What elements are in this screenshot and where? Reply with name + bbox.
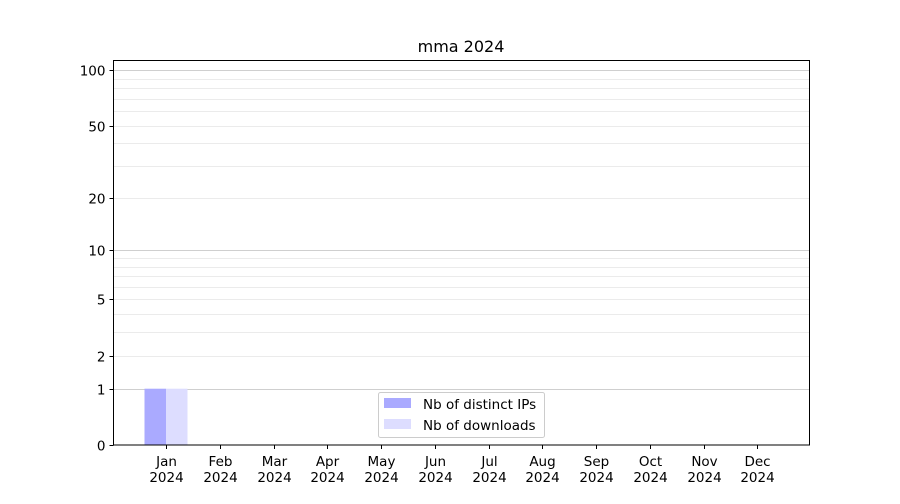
legend-label-distinct-ips: Nb of distinct IPs [423, 397, 536, 413]
grid [113, 70, 810, 390]
x-tick-label-month: Oct [639, 454, 662, 470]
y-tick-label: 20 [88, 192, 105, 208]
bar [166, 388, 188, 445]
x-tick-label-month: May [368, 454, 396, 470]
bar [144, 388, 166, 445]
y-tick-label: 0 [97, 439, 106, 455]
x-tick-label-year: 2024 [525, 470, 559, 486]
x-tick-label-year: 2024 [203, 470, 237, 486]
x-tick-label-month: Feb [209, 454, 233, 470]
legend-box [378, 392, 545, 438]
y-tick-label: 5 [97, 293, 106, 309]
x-tick-label-month: Jun [424, 454, 446, 470]
x-axis: Jan2024Feb2024Mar2024Apr2024May2024Jun20… [149, 445, 775, 486]
x-tick-label-year: 2024 [687, 470, 721, 486]
bars [144, 388, 188, 445]
x-tick-label-month: Apr [316, 454, 340, 470]
x-tick-label-month: Mar [262, 454, 288, 470]
x-tick-label-year: 2024 [257, 470, 291, 486]
x-tick-label-year: 2024 [740, 470, 774, 486]
y-tick-label: 2 [97, 350, 106, 366]
x-tick-label-year: 2024 [579, 470, 613, 486]
y-tick-label: 10 [88, 244, 105, 260]
x-tick-label-year: 2024 [418, 470, 452, 486]
x-tick-label-year: 2024 [364, 470, 398, 486]
legend-swatch-distinct-ips [384, 398, 411, 408]
legend-swatch-downloads [384, 419, 411, 429]
y-tick-label: 50 [88, 120, 105, 136]
legend-label-downloads: Nb of downloads [423, 418, 536, 434]
y-axis: 0 1 2 5 10 20 50 100 [80, 64, 114, 455]
chart-title: mma 2024 [418, 37, 505, 56]
plot-frame [113, 60, 810, 446]
x-tick-label-year: 2024 [472, 470, 506, 486]
y-tick-label: 100 [80, 64, 106, 80]
y-tick-label: 1 [97, 383, 106, 399]
x-tick-label-month: Sep [584, 454, 609, 470]
x-tick-label-year: 2024 [149, 470, 183, 486]
legend: Nb of distinct IPs Nb of downloads [378, 392, 545, 438]
x-tick-label-month: Aug [529, 454, 555, 470]
x-tick-label-year: 2024 [633, 470, 667, 486]
x-tick-label-month: Nov [691, 454, 717, 470]
x-tick-label-month: Dec [744, 454, 770, 470]
x-tick-label-month: Jan [155, 454, 177, 470]
x-tick-label-year: 2024 [310, 470, 344, 486]
x-tick-label-month: Jul [480, 454, 497, 470]
